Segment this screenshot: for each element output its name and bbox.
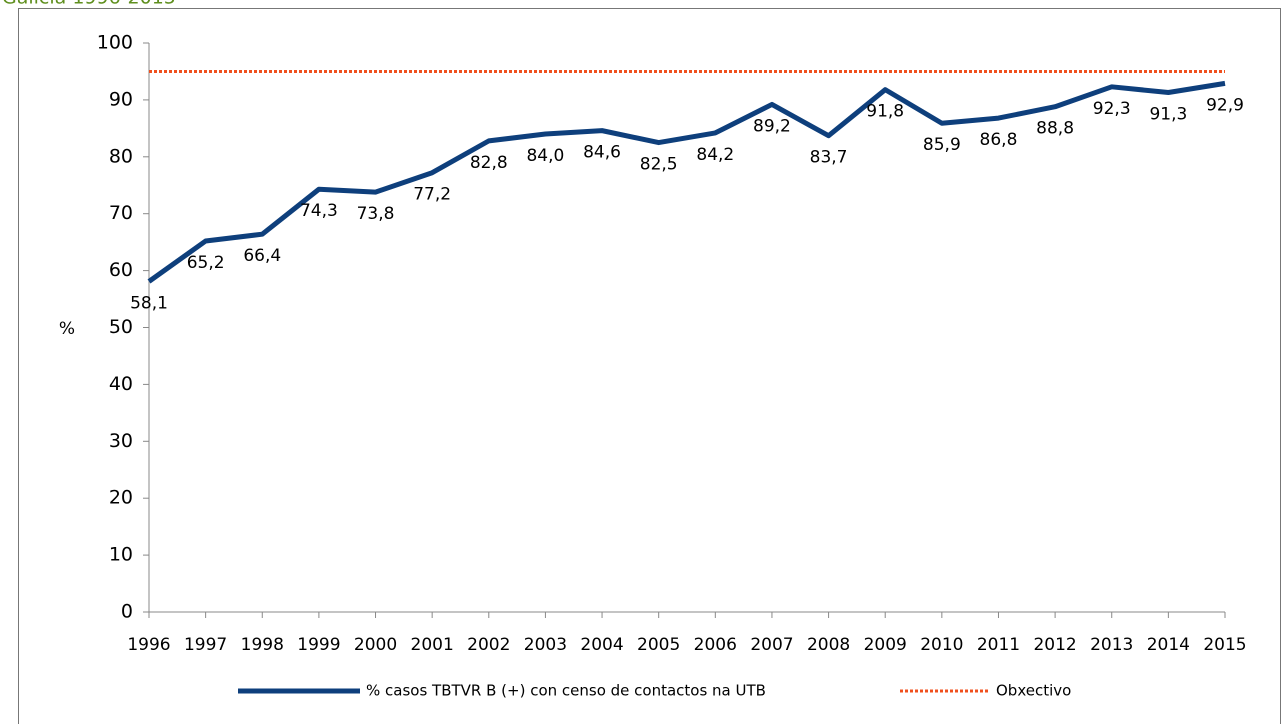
data-label: 84,2 [696,145,734,165]
y-axis-label: % [59,319,75,339]
data-label: 86,8 [980,130,1018,150]
data-label: 77,2 [413,185,451,205]
data-label: 85,9 [923,135,961,155]
data-label: 73,8 [357,204,395,224]
x-tick-label: 2006 [694,635,737,655]
x-tick-label: 2013 [1090,635,1133,655]
y-tick-label: 80 [109,145,133,167]
data-label: 92,3 [1093,99,1131,119]
legend-label: % casos TBTVR B (+) con censo de contact… [366,682,766,700]
y-tick-label: 10 [109,544,133,566]
x-tick-label: 2003 [524,635,567,655]
x-tick-label: 2008 [807,635,850,655]
x-tick-label: 1997 [184,635,227,655]
data-label: 88,8 [1036,119,1074,139]
data-label: 65,2 [187,253,225,273]
data-label: 66,4 [243,246,281,266]
x-tick-label: 2014 [1147,635,1190,655]
x-tick-label: 2009 [864,635,907,655]
data-label: 82,5 [640,155,678,175]
data-label: 58,1 [130,293,168,313]
x-tick-label: 2011 [977,635,1020,655]
series-line [147,80,1226,284]
legend-label: Obxectivo [996,682,1071,700]
data-label: 91,3 [1149,105,1187,125]
x-tick-label: 2000 [354,635,397,655]
y-tick-label: 0 [121,601,133,623]
y-tick-label: 20 [109,487,133,509]
x-tick-label: 1996 [127,635,170,655]
data-label: 74,3 [300,201,338,221]
data-label: 89,2 [753,116,791,136]
data-label: 92,9 [1206,95,1244,115]
y-tick-label: 70 [109,202,133,224]
x-tick-label: 2001 [411,635,454,655]
x-tick-label: 2007 [750,635,793,655]
x-tick-label: 2012 [1033,635,1076,655]
data-label: 82,8 [470,153,508,173]
chart-title: Galicia 1996-2015 [2,0,176,9]
y-tick-label: 40 [109,373,133,395]
x-tick-label: 2015 [1203,635,1246,655]
y-tick-label: 90 [109,88,133,110]
data-label: 91,8 [866,102,904,122]
x-tick-label: 2002 [467,635,510,655]
data-label: 83,7 [810,148,848,168]
y-tick-label: 30 [109,430,133,452]
x-tick-label: 2005 [637,635,680,655]
y-tick-label: 100 [97,32,133,54]
x-tick-label: 1999 [297,635,340,655]
data-label: 84,6 [583,143,621,163]
x-tick-label: 2010 [920,635,963,655]
chart-frame [18,8,1281,724]
y-tick-label: 50 [109,316,133,338]
x-tick-label: 2004 [580,635,623,655]
x-tick-label: 1998 [241,635,284,655]
data-label: 84,0 [526,146,564,166]
y-tick-label: 60 [109,259,133,281]
